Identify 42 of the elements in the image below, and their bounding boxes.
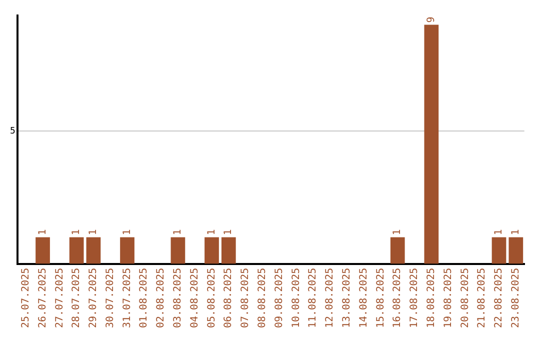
data-label: 1 bbox=[510, 229, 522, 236]
x-tick-label: 02.08.2025 bbox=[156, 268, 167, 328]
x-tick-label: 27.07.2025 bbox=[54, 268, 66, 328]
x-tick-label: 01.08.2025 bbox=[138, 268, 150, 328]
x-tick-label: 16.08.2025 bbox=[392, 268, 404, 328]
x-tick-label: 23.08.2025 bbox=[510, 268, 522, 328]
data-label: 9 bbox=[426, 16, 438, 23]
data-label: 1 bbox=[122, 229, 133, 236]
data-label: 1 bbox=[494, 229, 505, 236]
x-tick-label: 19.08.2025 bbox=[442, 268, 454, 328]
x-tick-label: 08.08.2025 bbox=[257, 268, 268, 328]
x-tick-label: 14.08.2025 bbox=[358, 268, 370, 328]
data-label: 1 bbox=[37, 229, 48, 236]
y-tick-label: 5 bbox=[10, 126, 16, 136]
x-tick-label: 05.08.2025 bbox=[206, 268, 218, 328]
x-tick-label: 21.08.2025 bbox=[476, 268, 488, 328]
data-label: 1 bbox=[71, 229, 82, 236]
x-tick-label: 06.08.2025 bbox=[223, 268, 234, 328]
data-label: 1 bbox=[172, 229, 184, 236]
x-tick-label: 25.07.2025 bbox=[20, 268, 32, 328]
x-tick-label: 22.08.2025 bbox=[494, 268, 505, 328]
x-tick-label: 18.08.2025 bbox=[426, 268, 438, 328]
x-tick-label: 13.08.2025 bbox=[342, 268, 353, 328]
x-tick-label: 07.08.2025 bbox=[240, 268, 252, 328]
data-label: 1 bbox=[223, 229, 234, 236]
x-tick-label: 29.07.2025 bbox=[88, 268, 100, 328]
data-label: 1 bbox=[392, 229, 404, 236]
x-tick-label: 15.08.2025 bbox=[375, 268, 386, 328]
x-tick-label: 20.08.2025 bbox=[460, 268, 471, 328]
x-tick-label: 30.07.2025 bbox=[104, 268, 116, 328]
x-tick-label: 03.08.2025 bbox=[172, 268, 184, 328]
data-label: 1 bbox=[88, 229, 100, 236]
x-tick-label: 04.08.2025 bbox=[189, 268, 200, 328]
x-tick-label: 09.08.2025 bbox=[274, 268, 285, 328]
x-tick-label: 31.07.2025 bbox=[122, 268, 133, 328]
x-tick-label: 17.08.2025 bbox=[409, 268, 420, 328]
x-tick-label: 10.08.2025 bbox=[290, 268, 302, 328]
data-label: 1 bbox=[206, 229, 218, 236]
x-tick-label: 11.08.2025 bbox=[308, 268, 319, 328]
x-tick-label: 26.07.2025 bbox=[37, 268, 48, 328]
x-tick-label: 28.07.2025 bbox=[71, 268, 82, 328]
x-tick-label: 12.08.2025 bbox=[324, 268, 336, 328]
